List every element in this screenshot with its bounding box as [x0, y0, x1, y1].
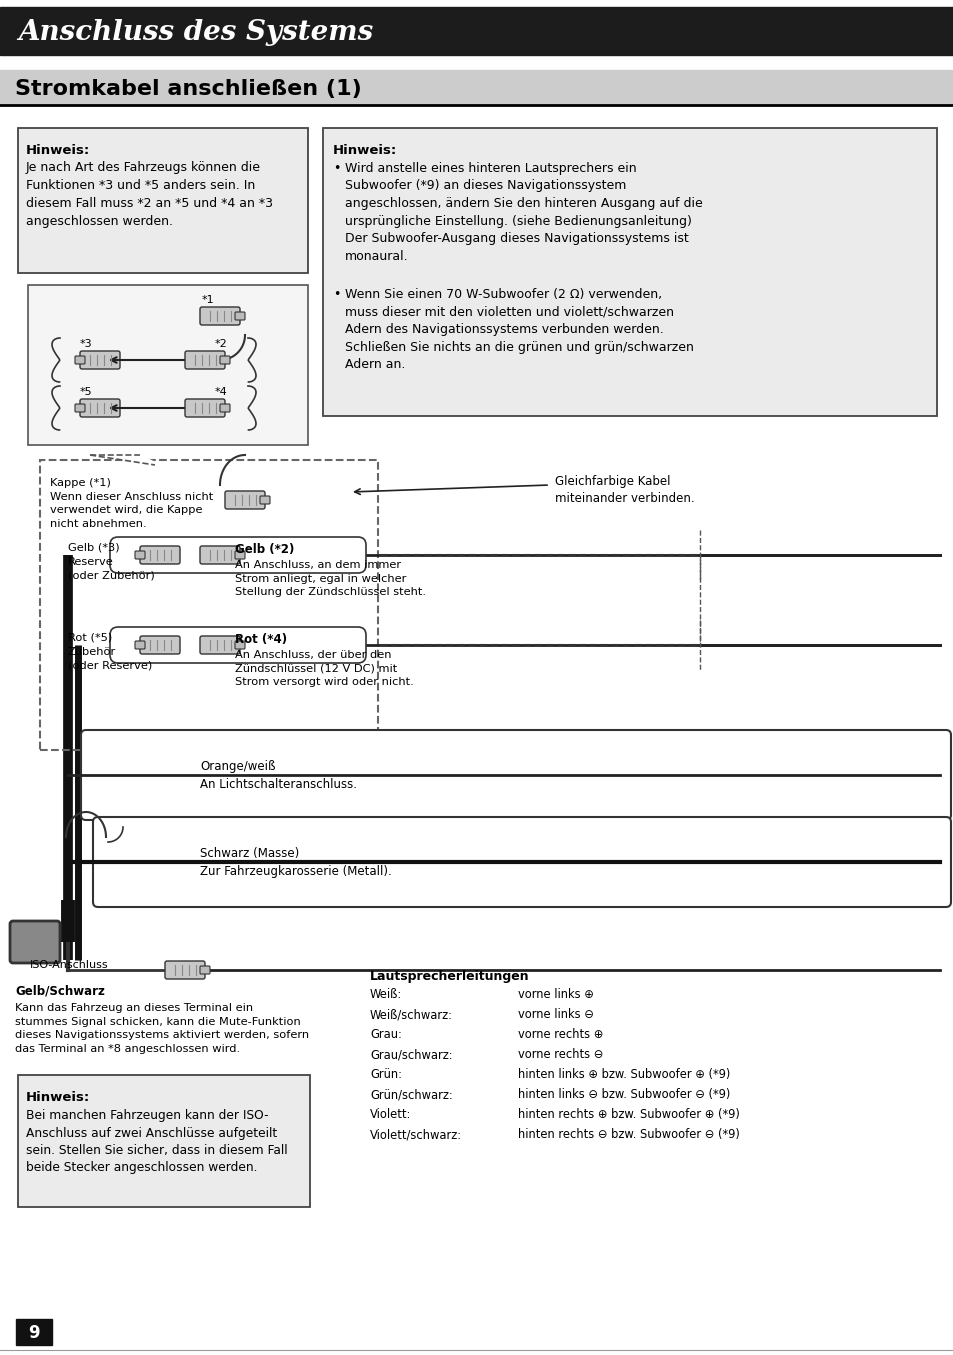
Text: Kann das Fahrzeug an dieses Terminal ein
stummes Signal schicken, kann die Mute-: Kann das Fahrzeug an dieses Terminal ein… — [15, 1003, 309, 1054]
FancyBboxPatch shape — [81, 730, 950, 820]
Text: Wird anstelle eines hinteren Lautsprechers ein
Subwoofer (*9) an dieses Navigati: Wird anstelle eines hinteren Lautspreche… — [345, 163, 702, 263]
Text: Rot (*5)
Zubehör
(oder Reserve): Rot (*5) Zubehör (oder Reserve) — [68, 633, 152, 671]
Text: Grün/schwarz:: Grün/schwarz: — [370, 1088, 453, 1102]
Text: Gelb (*3)
Reserve
(oder Zubehör): Gelb (*3) Reserve (oder Zubehör) — [68, 543, 154, 580]
Text: Weiß/schwarz:: Weiß/schwarz: — [370, 1008, 453, 1022]
Text: •: • — [333, 289, 340, 301]
Text: Bei manchen Fahrzeugen kann der ISO-
Anschluss auf zwei Anschlüsse aufgeteilt
se: Bei manchen Fahrzeugen kann der ISO- Ans… — [26, 1108, 287, 1175]
Text: Wenn Sie einen 70 W-Subwoofer (2 Ω) verwenden,
muss dieser mit den violetten und: Wenn Sie einen 70 W-Subwoofer (2 Ω) verw… — [345, 289, 693, 371]
FancyBboxPatch shape — [10, 921, 60, 963]
FancyBboxPatch shape — [220, 356, 230, 364]
Text: Anschluss des Systems: Anschluss des Systems — [18, 19, 373, 46]
Text: vorne rechts ⊖: vorne rechts ⊖ — [517, 1047, 602, 1061]
Text: Gleichfarbige Kabel
miteinander verbinden.: Gleichfarbige Kabel miteinander verbinde… — [555, 476, 694, 505]
FancyBboxPatch shape — [135, 551, 145, 560]
Text: Weiß:: Weiß: — [370, 988, 402, 1001]
Text: Hinweis:: Hinweis: — [333, 144, 396, 157]
FancyBboxPatch shape — [28, 285, 308, 444]
Text: *5: *5 — [79, 388, 91, 397]
FancyBboxPatch shape — [135, 641, 145, 649]
FancyBboxPatch shape — [234, 551, 245, 560]
Bar — [16, 1318, 52, 1346]
Text: 9: 9 — [29, 1324, 40, 1341]
Text: An Anschluss, der über den
Zündschlüssel (12 V DC) mit
Strom versorgt wird oder : An Anschluss, der über den Zündschlüssel… — [234, 650, 414, 687]
FancyBboxPatch shape — [75, 356, 85, 364]
Text: Je nach Art des Fahrzeugs können die
Funktionen *3 und *5 anders sein. In
diesem: Je nach Art des Fahrzeugs können die Fun… — [26, 161, 273, 228]
Text: Gelb/Schwarz: Gelb/Schwarz — [15, 985, 105, 999]
FancyBboxPatch shape — [110, 537, 366, 573]
Text: vorne links ⊕: vorne links ⊕ — [517, 988, 594, 1001]
FancyBboxPatch shape — [200, 546, 240, 564]
Text: Grün:: Grün: — [370, 1068, 401, 1081]
Text: *2: *2 — [214, 339, 228, 350]
FancyBboxPatch shape — [200, 635, 240, 654]
FancyBboxPatch shape — [220, 404, 230, 412]
Text: Hinweis:: Hinweis: — [26, 144, 91, 157]
Text: Violett/schwarz:: Violett/schwarz: — [370, 1127, 461, 1141]
FancyBboxPatch shape — [18, 1075, 310, 1207]
Text: Grau:: Grau: — [370, 1028, 401, 1041]
Text: Violett:: Violett: — [370, 1108, 411, 1121]
Text: *1: *1 — [201, 295, 214, 305]
FancyBboxPatch shape — [140, 635, 180, 654]
Text: Rot (*4): Rot (*4) — [234, 633, 287, 646]
Text: vorne links ⊖: vorne links ⊖ — [517, 1008, 594, 1022]
Text: *3: *3 — [79, 339, 91, 350]
Text: Hinweis:: Hinweis: — [26, 1091, 91, 1104]
FancyBboxPatch shape — [225, 491, 265, 509]
FancyBboxPatch shape — [185, 351, 225, 369]
FancyBboxPatch shape — [234, 641, 245, 649]
Text: Schwarz (Masse)
Zur Fahrzeugkarosserie (Metall).: Schwarz (Masse) Zur Fahrzeugkarosserie (… — [200, 847, 392, 878]
Polygon shape — [90, 455, 160, 465]
FancyBboxPatch shape — [234, 312, 245, 320]
Text: Orange/weiß
An Lichtschalteranschluss.: Orange/weiß An Lichtschalteranschluss. — [200, 760, 356, 791]
Text: hinten rechts ⊕ bzw. Subwoofer ⊕ (*9): hinten rechts ⊕ bzw. Subwoofer ⊕ (*9) — [517, 1108, 740, 1121]
FancyBboxPatch shape — [200, 308, 240, 325]
Bar — [0, 7, 953, 56]
Text: hinten links ⊕ bzw. Subwoofer ⊕ (*9): hinten links ⊕ bzw. Subwoofer ⊕ (*9) — [517, 1068, 730, 1081]
Text: Stromkabel anschließen (1): Stromkabel anschließen (1) — [15, 79, 361, 99]
FancyBboxPatch shape — [80, 351, 120, 369]
FancyBboxPatch shape — [80, 398, 120, 417]
Text: Gelb (*2): Gelb (*2) — [234, 543, 294, 556]
FancyBboxPatch shape — [18, 127, 308, 272]
FancyBboxPatch shape — [260, 496, 270, 504]
Text: hinten rechts ⊖ bzw. Subwoofer ⊖ (*9): hinten rechts ⊖ bzw. Subwoofer ⊖ (*9) — [517, 1127, 740, 1141]
Text: An Anschluss, an dem immer
Strom anliegt, egal in welcher
Stellung der Zündschlü: An Anschluss, an dem immer Strom anliegt… — [234, 560, 426, 598]
FancyBboxPatch shape — [165, 961, 205, 980]
FancyBboxPatch shape — [92, 817, 950, 906]
Text: hinten links ⊖ bzw. Subwoofer ⊖ (*9): hinten links ⊖ bzw. Subwoofer ⊖ (*9) — [517, 1088, 730, 1102]
Text: vorne rechts ⊕: vorne rechts ⊕ — [517, 1028, 602, 1041]
Text: ISO-Anschluss: ISO-Anschluss — [30, 959, 109, 970]
Text: *4: *4 — [214, 388, 228, 397]
Text: Grau/schwarz:: Grau/schwarz: — [370, 1047, 452, 1061]
FancyBboxPatch shape — [110, 627, 366, 663]
Bar — [0, 70, 953, 104]
FancyBboxPatch shape — [75, 404, 85, 412]
Text: Lautsprecherleitungen: Lautsprecherleitungen — [370, 970, 529, 982]
FancyBboxPatch shape — [140, 546, 180, 564]
FancyBboxPatch shape — [323, 127, 936, 416]
FancyBboxPatch shape — [185, 398, 225, 417]
Text: •: • — [333, 163, 340, 175]
FancyBboxPatch shape — [200, 966, 210, 974]
Text: Kappe (*1)
Wenn dieser Anschluss nicht
verwendet wird, die Kappe
nicht abnehmen.: Kappe (*1) Wenn dieser Anschluss nicht v… — [50, 478, 213, 528]
